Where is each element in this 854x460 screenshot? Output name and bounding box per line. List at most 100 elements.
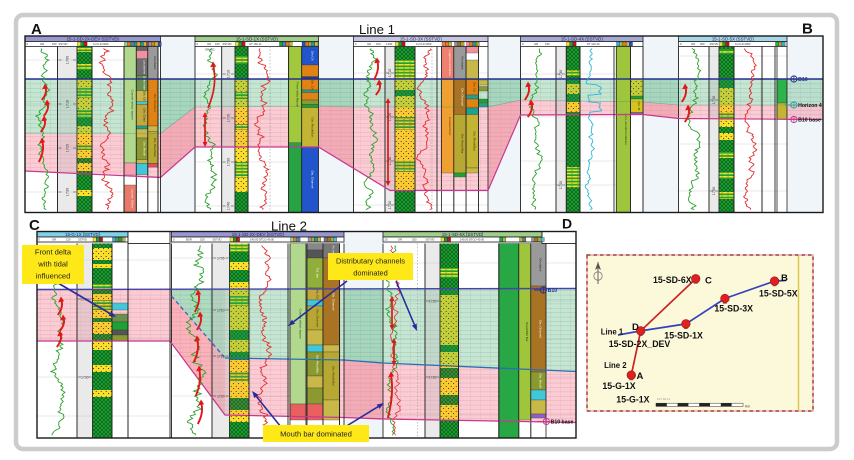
svg-text:Coastal Plain: Coastal Plain bbox=[448, 117, 452, 136]
svg-text:1710: 1710 bbox=[66, 100, 70, 108]
svg-text:Tid. bar: Tid. bar bbox=[315, 268, 319, 278]
svg-text:A: A bbox=[31, 21, 42, 38]
svg-text:1720: 1720 bbox=[429, 299, 437, 303]
svg-text:B10 base: B10 base bbox=[551, 419, 574, 425]
svg-text:150: 150 bbox=[52, 42, 57, 46]
svg-text:Distributary channels: Distributary channels bbox=[336, 257, 405, 266]
svg-text:Dis. Ch: Dis. Ch bbox=[315, 289, 319, 299]
svg-text:200: 200 bbox=[412, 238, 417, 242]
svg-text:150: 150 bbox=[200, 238, 205, 242]
svg-text:C: C bbox=[705, 276, 712, 287]
svg-text:107.02,14: 107.02,14 bbox=[657, 397, 671, 401]
svg-text:GR: GR bbox=[207, 42, 211, 46]
svg-text:Horizon 4: Horizon 4 bbox=[798, 103, 822, 109]
svg-text:dominated: dominated bbox=[353, 269, 388, 278]
svg-text:15-SD-6X: 15-SD-6X bbox=[653, 275, 692, 285]
svg-text:GR: GR bbox=[52, 238, 56, 242]
svg-text:150: 150 bbox=[545, 42, 550, 46]
svg-text:Mouth bar dominated: Mouth bar dominated bbox=[280, 430, 352, 439]
svg-text:100: 100 bbox=[376, 42, 381, 46]
svg-text:15-SD-2X_DEV: 15-SD-2X_DEV bbox=[609, 339, 671, 349]
svg-text:1730: 1730 bbox=[81, 375, 89, 379]
svg-text:1740: 1740 bbox=[559, 181, 563, 189]
svg-text:1710: 1710 bbox=[388, 69, 392, 77]
svg-text:BGR: BGR bbox=[186, 238, 192, 242]
svg-text:SSTVD: SSTVD bbox=[223, 42, 232, 46]
svg-text:Overbank: Overbank bbox=[460, 56, 464, 70]
svg-text:Lacustrine: Lacustrine bbox=[142, 60, 146, 75]
svg-text:C: C bbox=[29, 217, 40, 234]
svg-text:15-1-SD-4X (SSTVD): 15-1-SD-4X (SSTVD) bbox=[561, 36, 604, 41]
svg-text:100: 100 bbox=[215, 42, 220, 46]
svg-text:15-SD-1X: 15-SD-1X bbox=[664, 331, 703, 341]
svg-text:15-1-SD-2X-DEV [SSTVD]: 15-1-SD-2X-DEV [SSTVD] bbox=[232, 232, 284, 237]
svg-text:Dis. Mouth: Dis. Mouth bbox=[142, 141, 146, 156]
svg-text:SSTVD: SSTVD bbox=[78, 238, 87, 242]
svg-text:Resid/Mid Bar: Resid/Mid Bar bbox=[525, 322, 529, 341]
svg-text:15-SD-5X: 15-SD-5X bbox=[759, 289, 798, 299]
svg-text:200: 200 bbox=[700, 42, 705, 46]
svg-text:B10: B10 bbox=[548, 288, 558, 294]
svg-text:0: 0 bbox=[197, 42, 199, 46]
svg-text:Dis. Channel: Dis. Channel bbox=[153, 94, 157, 112]
svg-text:Dis. Channel: Dis. Channel bbox=[332, 293, 336, 311]
svg-text:1720: 1720 bbox=[217, 394, 225, 398]
svg-text:GT 102.11: GT 102.11 bbox=[249, 42, 262, 46]
svg-text:15-1-SD-6X [SSTVD]: 15-1-SD-6X [SSTVD] bbox=[442, 232, 483, 237]
svg-text:SSTVD: SSTVD bbox=[59, 42, 68, 46]
svg-text:1710: 1710 bbox=[217, 308, 225, 312]
svg-text:0: 0 bbox=[522, 42, 524, 46]
svg-text:15-1-SD-5X (SSTVD): 15-1-SD-5X (SSTVD) bbox=[712, 36, 755, 41]
svg-text:0.2 ILD 2000: 0.2 ILD 2000 bbox=[93, 42, 109, 46]
svg-text:140.00 DTCO 40.00: 140.00 DTCO 40.00 bbox=[460, 238, 485, 242]
svg-text:DT 140 40: DT 140 40 bbox=[587, 42, 600, 46]
svg-text:Dis. Mouthbar: Dis. Mouthbar bbox=[153, 138, 157, 157]
svg-text:B: B bbox=[802, 21, 813, 38]
svg-text:Coastal deltaic lagoon: Coastal deltaic lagoon bbox=[131, 90, 135, 121]
svg-text:20: 20 bbox=[385, 238, 388, 242]
svg-text:1740: 1740 bbox=[388, 201, 392, 209]
svg-text:Dis. Ch: Dis. Ch bbox=[473, 82, 477, 92]
svg-text:D: D bbox=[562, 216, 572, 232]
svg-text:Dis. Ch: Dis. Ch bbox=[310, 80, 314, 90]
svg-text:GR: GR bbox=[367, 42, 371, 46]
svg-text:0: 0 bbox=[173, 238, 175, 242]
svg-text:Overbank: Overbank bbox=[153, 56, 157, 70]
svg-text:Dis. MouthBa: Dis. MouthBa bbox=[315, 355, 319, 374]
svg-text:D: D bbox=[632, 322, 639, 333]
svg-text:1720: 1720 bbox=[66, 144, 70, 152]
svg-text:Dis. Chan: Dis. Chan bbox=[142, 108, 146, 122]
svg-text:15-G-1X [SSTVD]: 15-G-1X [SSTVD] bbox=[65, 232, 100, 237]
svg-text:0: 0 bbox=[680, 42, 682, 46]
svg-text:Overbank: Overbank bbox=[539, 258, 543, 272]
svg-text:Dis. Channel: Dis. Channel bbox=[539, 320, 543, 338]
svg-text:Front delta: Front delta bbox=[35, 248, 72, 257]
svg-text:SSTVD: SSTVD bbox=[710, 42, 719, 46]
svg-text:1740: 1740 bbox=[712, 96, 716, 104]
svg-text:1730: 1730 bbox=[388, 157, 392, 165]
svg-text:15-1-SD-1X (SSTVD): 15-1-SD-1X (SSTVD) bbox=[236, 36, 279, 41]
svg-text:1710: 1710 bbox=[227, 70, 231, 78]
svg-text:Dis. MouthBar: Dis. MouthBar bbox=[460, 134, 464, 154]
svg-text:Dis. M: Dis. M bbox=[637, 101, 641, 110]
svg-text:1750: 1750 bbox=[712, 187, 716, 195]
svg-text:Dis. Channel: Dis. Channel bbox=[315, 309, 319, 327]
svg-text:Lagoon Lacustrine: Lagoon Lacustrine bbox=[448, 50, 452, 76]
svg-text:1730: 1730 bbox=[227, 158, 231, 166]
svg-text:influenced: influenced bbox=[36, 272, 71, 281]
svg-text:SSTVD: SSTVD bbox=[213, 238, 222, 242]
svg-text:1700: 1700 bbox=[66, 56, 70, 64]
svg-text:Line 2: Line 2 bbox=[604, 361, 627, 370]
svg-text:120: 120 bbox=[66, 238, 71, 242]
svg-text:15-1-SD-2X-DEV (SSTVD): 15-1-SD-2X-DEV (SSTVD) bbox=[67, 36, 120, 41]
svg-text:15-G-1X: 15-G-1X bbox=[602, 381, 635, 391]
svg-text:B10 base: B10 base bbox=[798, 117, 821, 123]
svg-text:1720: 1720 bbox=[388, 113, 392, 121]
svg-text:1730: 1730 bbox=[66, 188, 70, 196]
svg-text:Line 2: Line 2 bbox=[271, 219, 307, 234]
svg-text:B: B bbox=[781, 273, 788, 284]
svg-text:0: 0 bbox=[39, 238, 41, 242]
svg-text:Dis. Channel: Dis. Channel bbox=[310, 171, 314, 189]
svg-text:15-SD-3X: 15-SD-3X bbox=[714, 304, 753, 314]
svg-text:Lacust. Shore: Lacust. Shore bbox=[131, 189, 135, 208]
